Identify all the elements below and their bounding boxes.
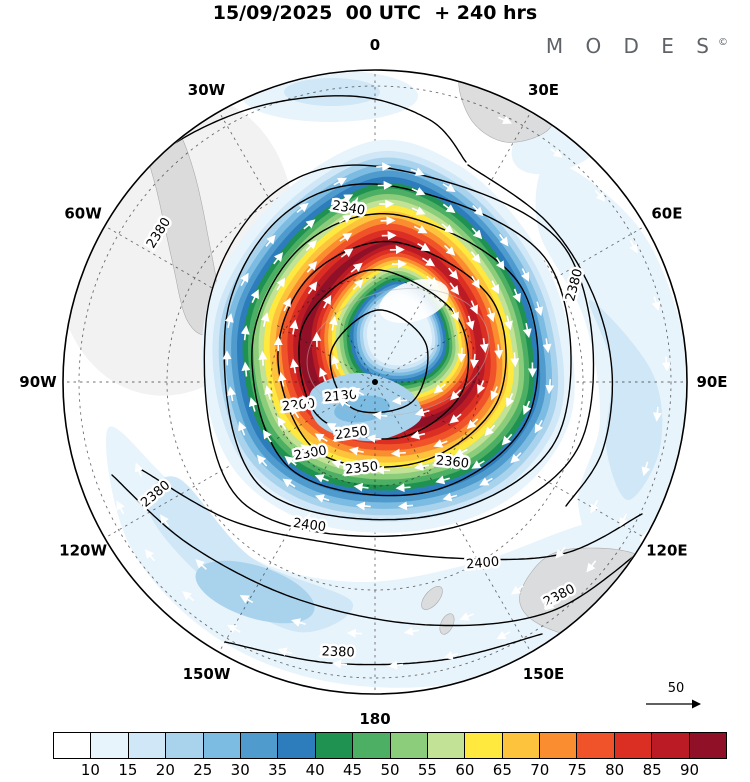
compass-labels: 0 30E 60E 90E 120E 150E 180 150W 120W 90W 60W 30W	[19, 36, 727, 728]
colorbar-cell	[54, 733, 92, 758]
graticule-center	[260, 267, 490, 497]
compass-label-30E: 30E	[528, 81, 559, 99]
compass-label-60W: 60W	[64, 205, 102, 223]
colorbar-cell	[240, 733, 279, 758]
colorbar-tick-label: 25	[193, 761, 213, 779]
colorbar-tick-label: 35	[268, 761, 288, 779]
colorbar-cell	[652, 733, 690, 758]
colorbar-tick-labels: 10 15 20 25 30 35 40 45 50 55 60 65 70 75 80 85 90	[53, 761, 727, 781]
contour-label: 2400	[466, 555, 500, 573]
wind-reference: 50	[646, 681, 701, 709]
colorbar-tick-label: 40	[305, 761, 325, 779]
compass-label-30W: 30W	[188, 81, 226, 99]
colorbar-tick-label: 90	[680, 761, 700, 779]
colorbar-tick-label: 55	[417, 761, 437, 779]
compass-label-120W: 120W	[59, 542, 107, 560]
colorbar-tick-label: 20	[155, 761, 175, 779]
colorbar-tick-label: 60	[455, 761, 475, 779]
colorbar-cell	[502, 733, 541, 758]
contour-label: 2380	[321, 644, 355, 660]
compass-label-60E: 60E	[651, 205, 682, 223]
colorbar-cell	[203, 733, 241, 758]
colorbar-tick-label: 80	[605, 761, 625, 779]
colorbar-cell	[427, 733, 466, 758]
colorbar-cell	[540, 733, 578, 758]
colorbar-cell	[278, 733, 316, 758]
colorbar	[53, 732, 727, 759]
colorbar-tick-label: 65	[492, 761, 512, 779]
compass-label-150E: 150E	[523, 665, 565, 683]
colorbar-tick-label: 10	[80, 761, 100, 779]
compass-label-150W: 150W	[183, 665, 231, 683]
colorbar-tick-label: 75	[567, 761, 587, 779]
contour-label: 2130	[324, 388, 358, 406]
colorbar-tick-label: 45	[343, 761, 363, 779]
colorbar-cell	[390, 733, 428, 758]
colorbar-tick-label: 85	[642, 761, 662, 779]
colorbar-cell	[128, 733, 167, 758]
chart-title: 15/09/2025 00 UTC + 240 hrs	[212, 2, 538, 24]
colorbar-cell	[353, 733, 391, 758]
colorbar-cell	[315, 733, 354, 758]
colorbar-tick-label: 70	[530, 761, 550, 779]
compass-label-180: 180	[359, 710, 390, 728]
map-boundary	[62, 69, 688, 695]
compass-label-90W: 90W	[19, 373, 57, 391]
colorbar-cell	[614, 733, 653, 758]
compass-label-90E: 90E	[696, 373, 727, 391]
pole-dot	[372, 379, 378, 385]
colorbar-cell	[465, 733, 503, 758]
colorbar-cell	[166, 733, 204, 758]
wind-arrows	[87, 115, 671, 670]
contour-lines	[85, 95, 649, 666]
colorbar-tick-label: 30	[230, 761, 250, 779]
colorbar-cell	[577, 733, 615, 758]
compass-label-0: 0	[370, 36, 380, 54]
colorbar-tick-label: 50	[380, 761, 400, 779]
colorbar-cell	[91, 733, 129, 758]
brand-logo: M O D E S©	[546, 34, 728, 58]
colorbar-cell	[689, 733, 727, 758]
compass-label-120E: 120E	[646, 542, 688, 560]
colorbar-tick-label: 15	[118, 761, 138, 779]
contour-label: 2350	[344, 459, 378, 477]
contour-label: 2360	[435, 453, 469, 471]
copyright-mark: ©	[718, 37, 728, 49]
brand-text: M O D E S	[545, 34, 717, 58]
wind-reference-value: 50	[668, 681, 685, 696]
